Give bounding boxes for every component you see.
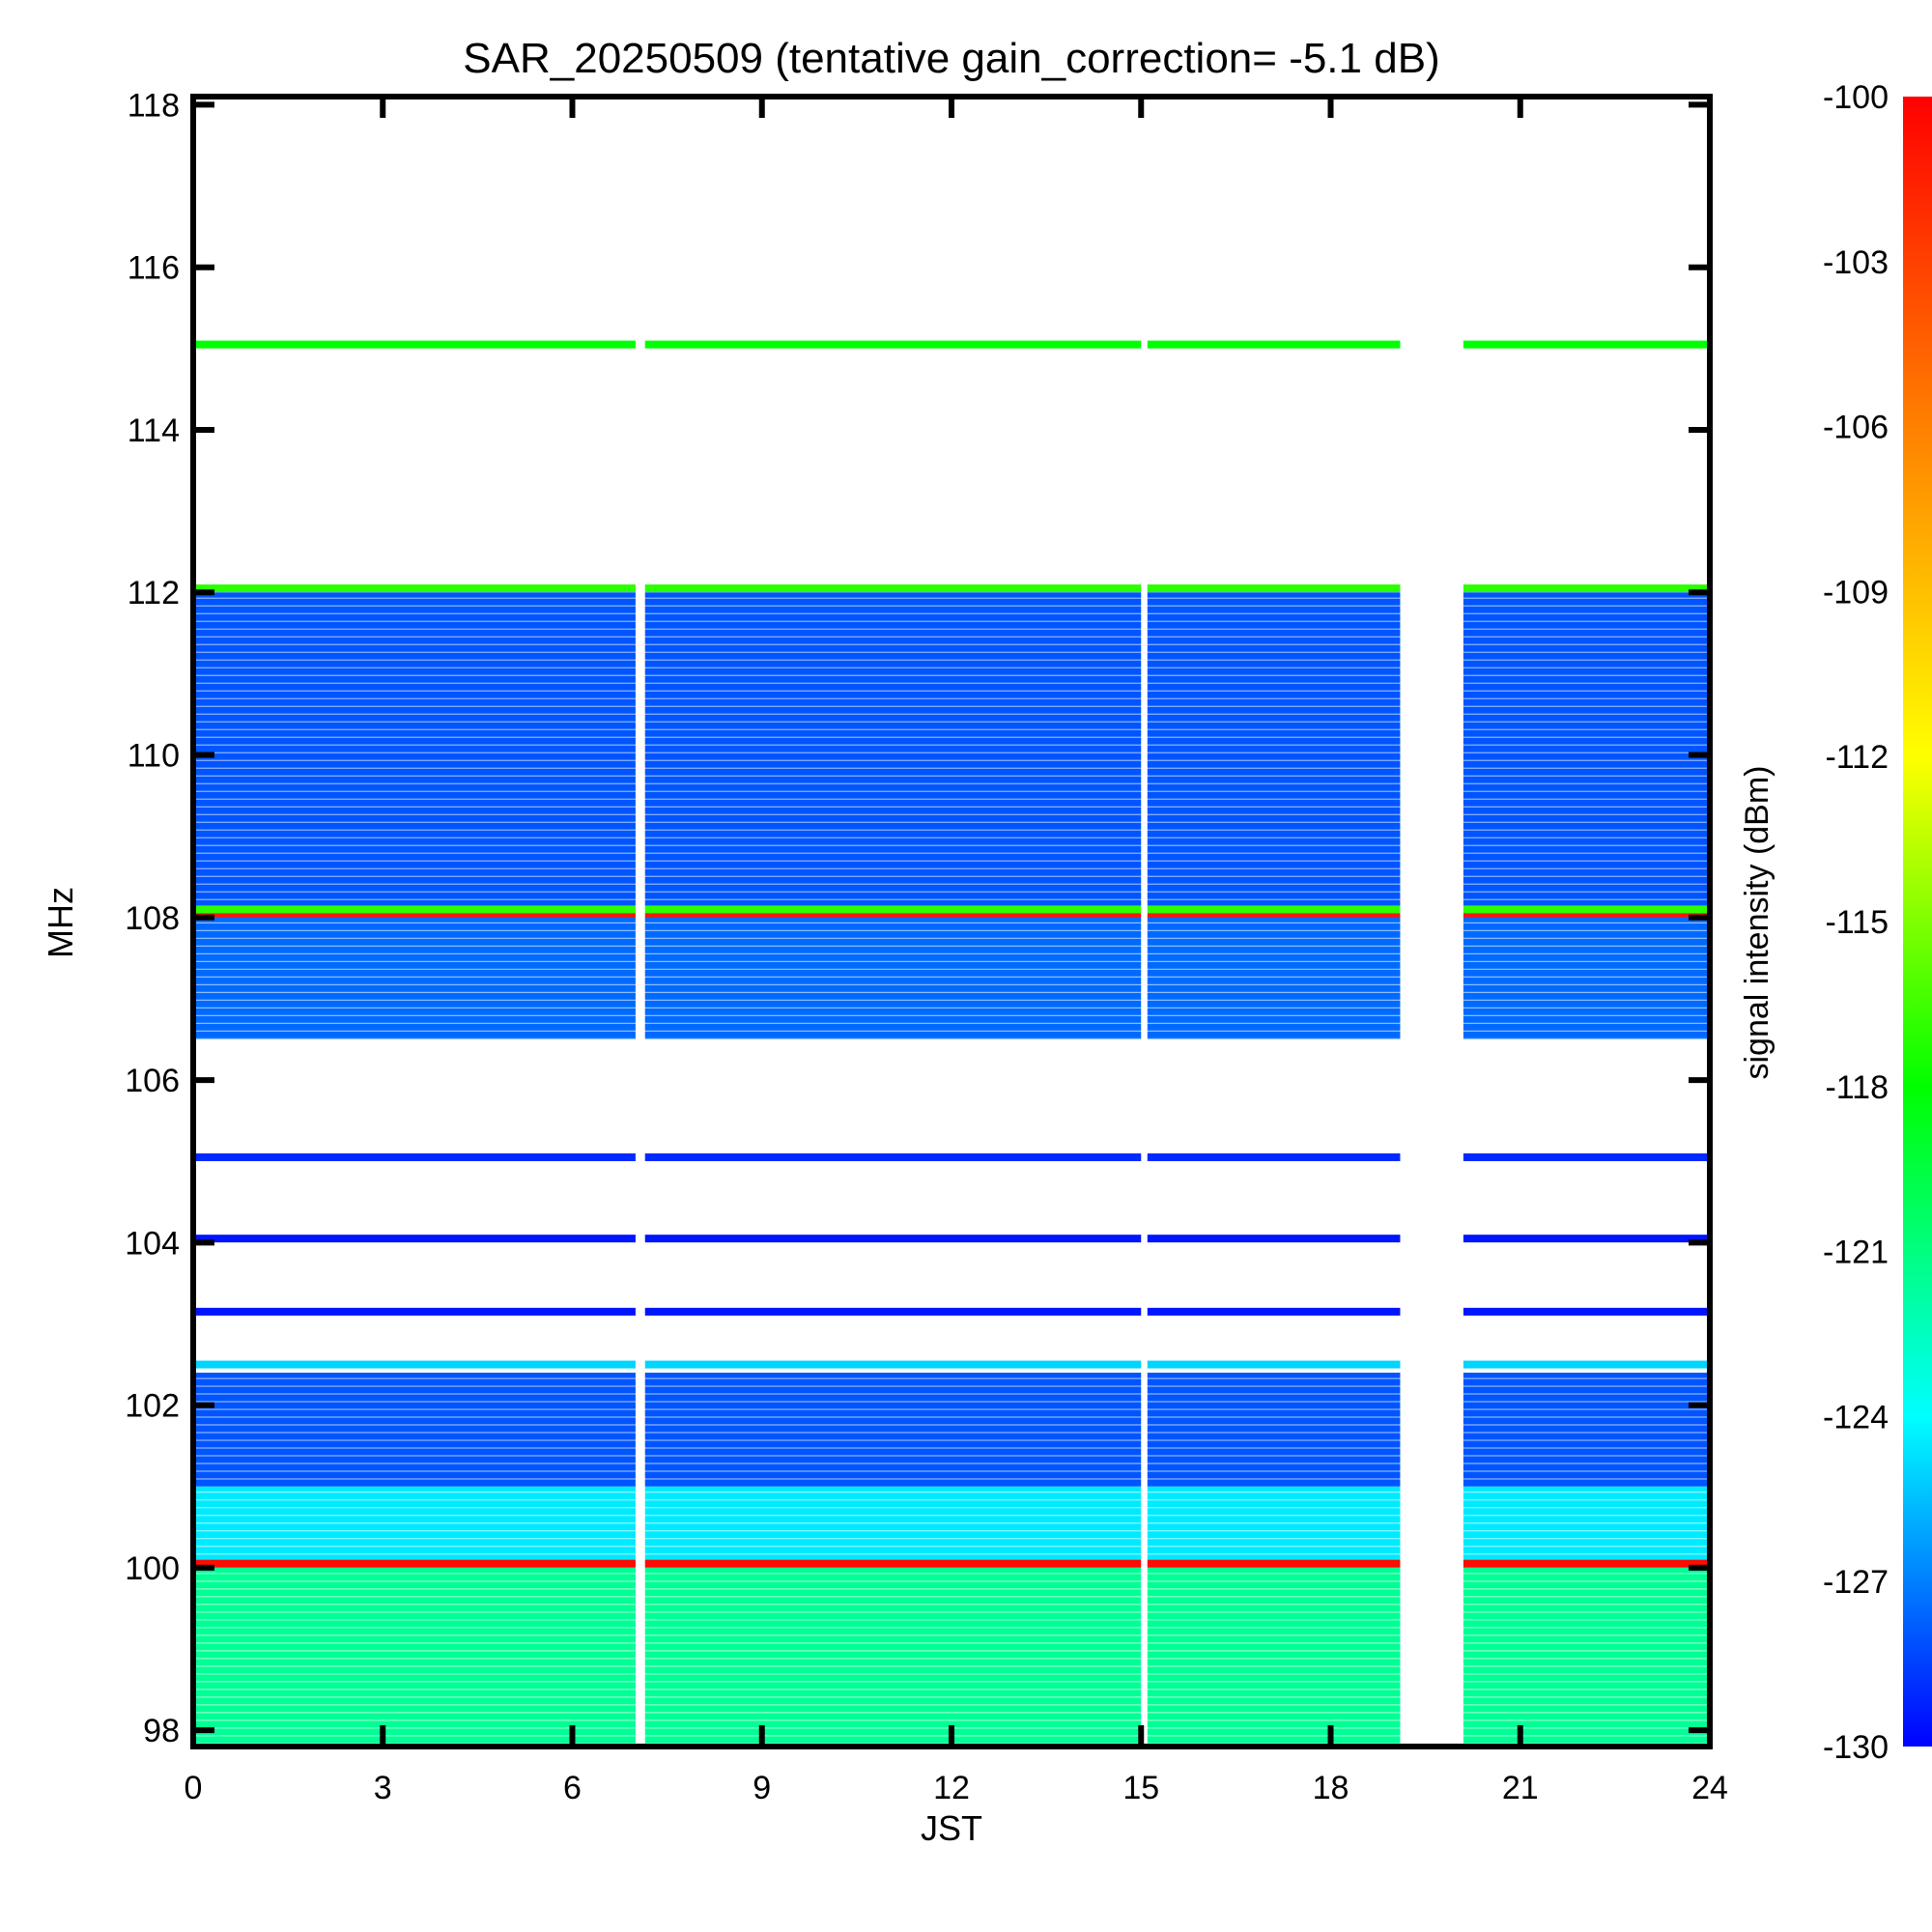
x-tick-label: 9	[753, 1770, 771, 1806]
signal-line	[193, 909, 1710, 918]
colorbar-label: signal intensity (dBm)	[1739, 765, 1776, 1079]
data-gap	[1141, 97, 1148, 1747]
data-gaps	[635, 97, 1463, 1747]
x-tick-label: 12	[933, 1770, 970, 1806]
colorbar-tick-label: -100	[1823, 79, 1889, 116]
colorbar-tick-label: -103	[1823, 244, 1889, 281]
y-tick-label: 108	[125, 900, 180, 937]
signal-line	[193, 340, 1710, 349]
x-tick-label: 18	[1313, 1770, 1350, 1806]
noise-region	[193, 1372, 1710, 1487]
y-tick-label: 112	[128, 575, 180, 611]
colorbar-ticks: -100 -103 -106 -109 -112 -115 -118 -121 -124 -127…	[1823, 79, 1889, 1766]
y-tick-label: 118	[128, 87, 180, 124]
y-tick-label: 114	[128, 412, 180, 449]
data-gap	[1400, 97, 1463, 1747]
colorbar-tick-label: -127	[1823, 1564, 1889, 1601]
colorbar-tick-label: -130	[1823, 1729, 1889, 1766]
colorbar-tick-label: -121	[1823, 1235, 1889, 1271]
colorbar-tick-label: -112	[1825, 739, 1889, 776]
x-tick-label: 24	[1691, 1770, 1728, 1806]
x-axis-label: JST	[921, 1808, 982, 1848]
x-tick-label: 6	[563, 1770, 582, 1806]
colorbar-tick-label: -115	[1825, 904, 1889, 941]
signal-line	[193, 1153, 1710, 1161]
x-tick-label: 0	[185, 1770, 203, 1806]
colorbar-tick-label: -109	[1823, 574, 1889, 611]
chart-title: SAR_20250509 (tentative gain_correction=…	[463, 35, 1439, 82]
noise-region	[193, 592, 1710, 910]
colorbar-tick-label: -106	[1823, 410, 1889, 446]
data-gap	[635, 97, 645, 1747]
noise-region	[193, 909, 1710, 1039]
y-tick-label: 116	[128, 250, 180, 287]
y-tick-label: 100	[125, 1550, 180, 1587]
colorbar-tick-label: -118	[1825, 1069, 1889, 1106]
y-axis: 98 100 102 104 106 108 110 112 114 116 118	[125, 87, 1710, 1749]
x-tick-label: 15	[1122, 1770, 1159, 1806]
colorbar-tick-label: -124	[1823, 1399, 1889, 1435]
signal-line	[193, 584, 1710, 593]
y-tick-label: 106	[125, 1063, 180, 1099]
signal-bands	[193, 340, 1710, 1747]
x-tick-label: 3	[374, 1770, 392, 1806]
y-tick-label: 98	[143, 1713, 180, 1749]
signal-line	[193, 1235, 1710, 1243]
y-tick-label: 104	[125, 1225, 180, 1262]
y-axis-label: MHz	[41, 887, 80, 958]
y-tick-label: 102	[125, 1388, 180, 1425]
signal-line	[193, 1307, 1710, 1316]
noise-region	[193, 1567, 1710, 1747]
plot-area	[193, 97, 1710, 1747]
signal-line	[193, 1559, 1710, 1568]
x-axis: 0 3 6 9 12 15 18 21 24	[185, 97, 1728, 1806]
y-tick-label: 110	[128, 738, 180, 775]
noise-region	[193, 1486, 1710, 1568]
signal-line	[193, 905, 1710, 914]
colorbar	[1903, 97, 1932, 1747]
x-tick-label: 21	[1502, 1770, 1539, 1806]
signal-line	[193, 1360, 1710, 1369]
